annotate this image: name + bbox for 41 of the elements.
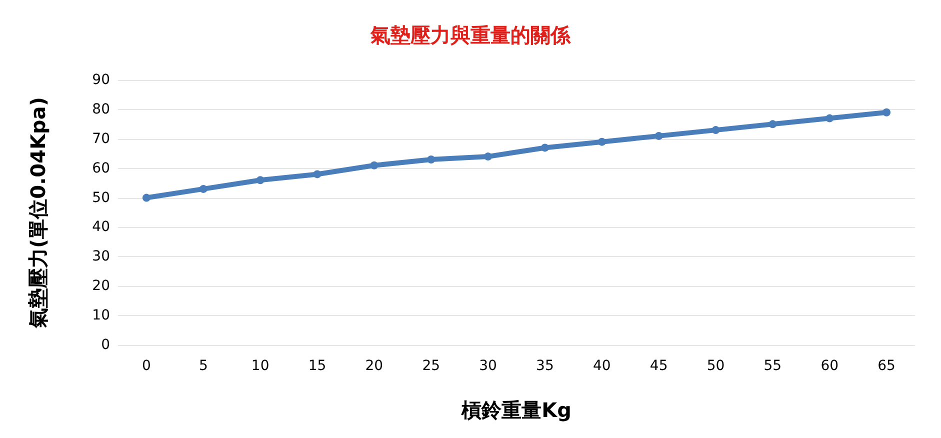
y-axis-title: 氣墊壓力(單位0.04Kpa)	[26, 97, 50, 329]
x-tick-label: 65	[878, 358, 896, 374]
y-tick-label: 80	[92, 101, 110, 118]
point	[199, 184, 208, 193]
point	[313, 170, 322, 178]
y-tick-label: 10	[92, 308, 110, 324]
point	[427, 156, 436, 164]
point	[768, 120, 777, 128]
x-tick-label: 35	[536, 358, 554, 374]
y-tick-label: 50	[92, 190, 110, 206]
y-tick-label: 60	[92, 160, 110, 176]
y-tick-label: 30	[92, 248, 110, 265]
x-tick-label: 20	[365, 358, 384, 374]
point	[256, 176, 264, 184]
point	[484, 152, 492, 161]
y-tick-label: 20	[92, 278, 110, 294]
x-tick-label: 60	[820, 358, 839, 374]
x-axis-title: 槓鈴重量Kg	[460, 398, 572, 422]
point	[142, 194, 150, 202]
x-tick-label: 50	[706, 358, 725, 374]
x-tick-label: 0	[142, 358, 151, 374]
x-tick-label: 30	[479, 358, 497, 374]
x-tick-label: 10	[251, 358, 270, 374]
x-tick-label: 5	[198, 358, 208, 374]
point	[540, 144, 549, 152]
x-tick-label: 40	[592, 358, 611, 374]
point	[598, 138, 606, 146]
y-tick-label: 0	[101, 337, 110, 353]
point	[712, 126, 720, 134]
x-tick-label: 15	[308, 358, 326, 374]
y-tick-label: 40	[92, 219, 110, 236]
point	[370, 161, 378, 170]
point	[882, 108, 891, 116]
x-tick-label: 45	[650, 358, 668, 374]
y-tick-label: 90	[92, 72, 110, 88]
point	[654, 132, 663, 140]
x-tick-label: 25	[422, 358, 440, 374]
chart-title: 氣墊壓力與重量的關係	[370, 23, 572, 47]
point	[826, 114, 834, 122]
x-tick-label: 55	[764, 358, 782, 374]
y-tick-label: 70	[92, 130, 110, 147]
